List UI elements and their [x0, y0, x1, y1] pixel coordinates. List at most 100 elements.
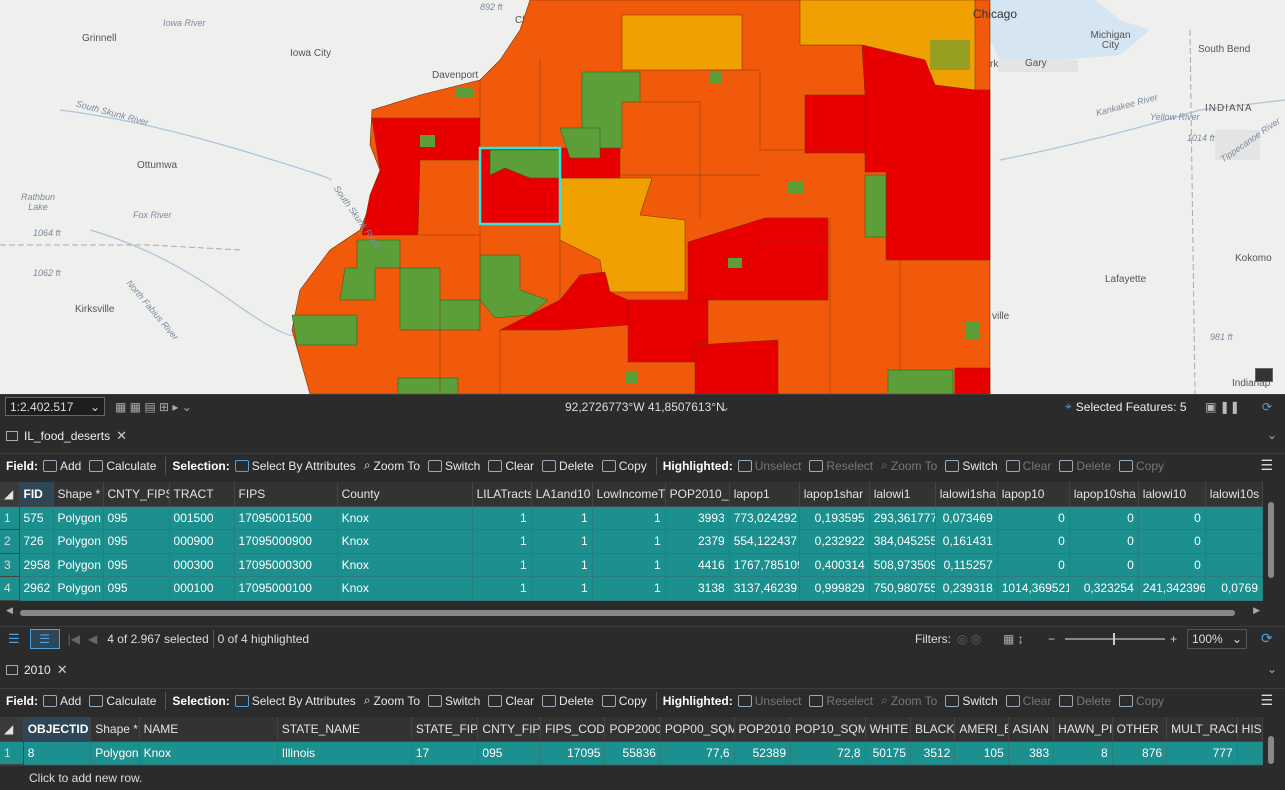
column-header[interactable]: lalowi10	[1138, 482, 1206, 507]
table-cell[interactable]: 0	[997, 506, 1070, 530]
table-cell[interactable]	[1205, 553, 1264, 577]
table-cell[interactable]: 1	[592, 553, 666, 577]
table-row[interactable]: 3 2958 Polygon 095 000300 17095000300 Knox 1 1 1 4…	[0, 553, 1264, 577]
clear-button[interactable]: Clear	[485, 456, 537, 476]
column-header[interactable]: CNTY_FIPS	[103, 482, 170, 507]
row-number[interactable]: 4	[0, 576, 20, 601]
table-cell[interactable]: 50175	[865, 741, 911, 765]
map-legend-icon[interactable]	[1255, 368, 1273, 382]
table-cell[interactable]: 726	[19, 529, 54, 554]
table-cell[interactable]: 1	[531, 553, 593, 577]
column-header[interactable]: STATE_NAME	[277, 717, 412, 742]
table-cell[interactable]: Polygon	[53, 553, 104, 577]
table-cell[interactable]: 0	[1138, 506, 1206, 530]
column-header[interactable]: FID	[19, 482, 54, 507]
table-cell[interactable]: 0	[1069, 553, 1139, 577]
table-cell[interactable]: 3512	[910, 741, 956, 765]
clear-highlighted-button[interactable]: Clear	[1003, 456, 1055, 476]
copy-highlighted-button[interactable]: Copy	[1116, 456, 1167, 476]
tab-il-food-deserts[interactable]: IL_food_deserts ✕	[0, 424, 133, 448]
switch-highlighted-button[interactable]: Switch	[942, 691, 1000, 711]
table-cell[interactable]: Polygon	[53, 529, 104, 554]
grid-icon[interactable]: ▦ ▦ ▤ ⊞ ▸ ⌄	[115, 399, 192, 414]
table-cell[interactable]: 0	[1138, 553, 1206, 577]
table-cell[interactable]: 777	[1166, 741, 1238, 765]
table-cell[interactable]: Illinois	[277, 741, 412, 765]
table-cell[interactable]: 72,8	[790, 741, 866, 765]
table-cell[interactable]	[1237, 741, 1264, 765]
table-cell[interactable]: 0	[997, 529, 1070, 554]
table-cell[interactable]: 000300	[169, 553, 235, 577]
table-cell[interactable]: 1	[472, 576, 532, 601]
column-header[interactable]: LILATracts	[472, 482, 532, 507]
table-cell[interactable]: Polygon	[90, 741, 140, 765]
calculate-button[interactable]: Calculate	[86, 691, 159, 711]
table-cell[interactable]: 1	[592, 506, 666, 530]
filter-icon[interactable]: ◎ ◎	[957, 631, 982, 646]
show-all-records-icon[interactable]: ☰	[8, 630, 20, 646]
table-cell[interactable]: 001500	[169, 506, 235, 530]
horizontal-scrollbar[interactable]: ◀ ▶	[0, 605, 1285, 619]
table-cell[interactable]: 77,6	[660, 741, 735, 765]
table-cell[interactable]: 554,122437	[729, 529, 800, 554]
column-header[interactable]: POP2000	[604, 717, 661, 742]
table-cell[interactable]: 0,193595	[799, 506, 870, 530]
table-cell[interactable]: 095	[103, 529, 170, 554]
select-by-attributes-button[interactable]: Select By Attributes	[232, 456, 359, 476]
zoom-slider[interactable]	[1065, 633, 1165, 645]
column-header[interactable]: lapop1	[729, 482, 800, 507]
column-header[interactable]: lapop1shar	[799, 482, 870, 507]
menu-icon[interactable]: ☰	[1260, 692, 1273, 708]
table-cell[interactable]: 1014,369521	[997, 576, 1070, 601]
zoom-in-icon[interactable]: +	[1170, 631, 1178, 646]
vertical-scrollbar[interactable]	[1266, 736, 1276, 766]
close-icon[interactable]: ✕	[116, 428, 127, 443]
delete-highlighted-button[interactable]: Delete	[1056, 456, 1114, 476]
row-header-corner[interactable]: ◢	[0, 482, 20, 507]
table-cell[interactable]: 095	[103, 576, 170, 601]
delete-button[interactable]: Delete	[539, 691, 597, 711]
table-cell[interactable]: 1	[531, 576, 593, 601]
zoom-to-highlighted-button[interactable]: ⌕ Zoom To	[878, 691, 940, 711]
table-cell[interactable]: Knox	[337, 529, 473, 554]
table-cell[interactable]: 52389	[734, 741, 792, 765]
table-cell[interactable]: 0,073469	[935, 506, 998, 530]
column-header[interactable]: lalowi10s	[1205, 482, 1264, 507]
delete-button[interactable]: Delete	[539, 456, 597, 476]
switch-button[interactable]: Switch	[425, 456, 483, 476]
refresh-icon[interactable]: ⟳	[1262, 399, 1273, 414]
scroll-left-icon[interactable]: ◀	[6, 605, 13, 615]
column-header[interactable]: County	[337, 482, 473, 507]
column-header[interactable]: POP10_SQMI	[790, 717, 866, 742]
column-header[interactable]: POP2010	[734, 717, 792, 742]
table-cell[interactable]: 8	[1053, 741, 1113, 765]
table-cell[interactable]: 0	[1138, 529, 1206, 554]
column-header[interactable]: AMERI_ES	[954, 717, 1009, 742]
zoom-dropdown[interactable]: 100% ⌄	[1187, 629, 1247, 649]
table-cell[interactable]: 3138	[665, 576, 730, 601]
filter-by-extent-icon[interactable]: ▦ ↨	[1003, 631, 1024, 646]
vertical-scrollbar[interactable]	[1266, 486, 1276, 602]
table-row[interactable]: 1 8 Polygon Knox Illinois 17 095 17095 55836 77,6…	[0, 741, 1264, 765]
table-cell[interactable]: Polygon	[53, 506, 104, 530]
add-field-button[interactable]: Add	[40, 456, 84, 476]
column-header[interactable]: FIPS	[234, 482, 338, 507]
reselect-button[interactable]: Reselect	[806, 691, 876, 711]
table-cell[interactable]: 0,999829	[799, 576, 870, 601]
column-header[interactable]: BLACK	[910, 717, 956, 742]
table-cell[interactable]: 876	[1112, 741, 1168, 765]
table-cell[interactable]: 0,232922	[799, 529, 870, 554]
table-cell[interactable]: 8	[23, 741, 92, 765]
table-cell[interactable]: 55836	[604, 741, 661, 765]
table-cell[interactable]: 095	[103, 553, 170, 577]
column-header[interactable]: Shape *	[90, 717, 140, 742]
table-cell[interactable]: 1	[472, 553, 532, 577]
table-cell[interactable]: 3993	[665, 506, 730, 530]
close-icon[interactable]: ✕	[56, 662, 68, 677]
table-cell[interactable]: 17095001500	[234, 506, 338, 530]
unselect-button[interactable]: Unselect	[735, 456, 805, 476]
scroll-right-icon[interactable]: ▶	[1253, 605, 1260, 615]
select-by-attributes-button[interactable]: Select By Attributes	[232, 691, 359, 711]
table-cell[interactable]: 17095000100	[234, 576, 338, 601]
chevron-down-icon[interactable]: ⌄	[1266, 662, 1277, 676]
